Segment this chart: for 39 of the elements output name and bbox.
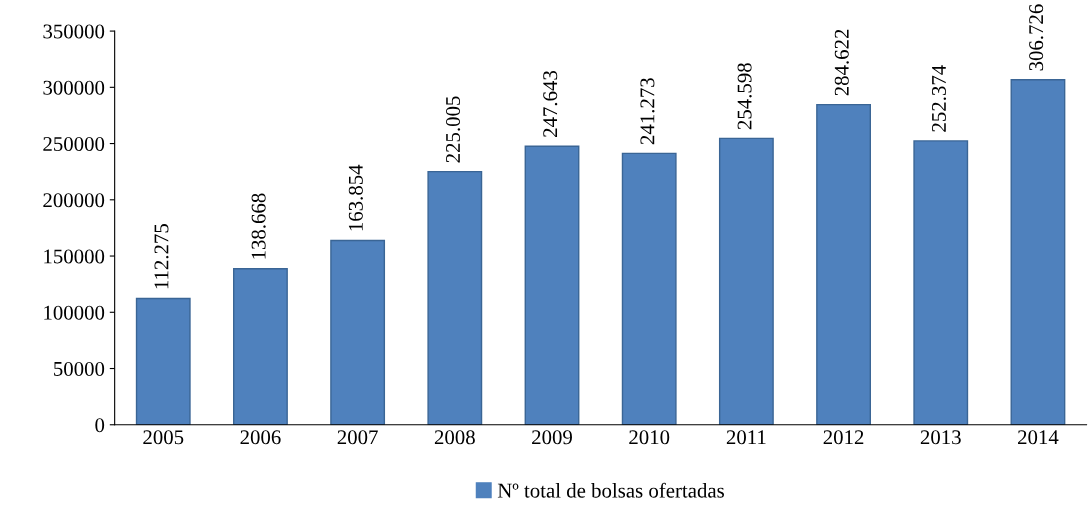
bar: [1010, 79, 1066, 425]
legend-label: Nº total de bolsas ofertadas: [497, 482, 724, 498]
y-tick-label: 100000: [44, 305, 105, 320]
y-tick-label: 250000: [43, 136, 105, 151]
data-label: 138.668: [251, 193, 266, 259]
x-tick-label: 2009: [532, 430, 572, 445]
data-label: 112.275: [154, 224, 169, 289]
bar: [913, 140, 969, 425]
data-label: 252.374: [931, 65, 947, 132]
data-label: 284.622: [834, 29, 849, 96]
data-label: 163.854: [348, 164, 363, 231]
x-tick-label: 2011: [726, 430, 766, 445]
x-tick-label: 2013: [920, 430, 961, 445]
y-tick-label: 50000: [54, 361, 105, 376]
y-tick-label: 350000: [43, 24, 105, 39]
bar: [621, 152, 677, 425]
bar: [524, 145, 580, 425]
x-tick-label: 2012: [823, 430, 864, 445]
bar: [135, 297, 191, 425]
data-label: 306.726: [1029, 4, 1044, 71]
x-tick-label: 2014: [1018, 430, 1059, 445]
y-tick-label: 200000: [43, 193, 105, 208]
y-tick-label: 150000: [44, 249, 105, 264]
x-tick-label: 2007: [337, 430, 378, 445]
data-label: 241.273: [640, 78, 655, 145]
bar: [233, 268, 288, 425]
data-label: 247.643: [543, 70, 558, 137]
x-tick-label: 2008: [434, 430, 475, 445]
data-label: 225.005: [445, 96, 461, 163]
x-tick-label: 2010: [629, 430, 670, 445]
y-tick-label: 0: [95, 418, 105, 433]
bar: [330, 239, 386, 425]
x-tick-label: 2006: [240, 430, 281, 445]
bar: [718, 137, 774, 425]
x-tick-label: 2005: [143, 430, 184, 445]
bar: [427, 170, 483, 425]
y-tick-label: 300000: [43, 80, 105, 95]
bar: [816, 103, 871, 425]
data-label: 254.598: [737, 63, 752, 130]
